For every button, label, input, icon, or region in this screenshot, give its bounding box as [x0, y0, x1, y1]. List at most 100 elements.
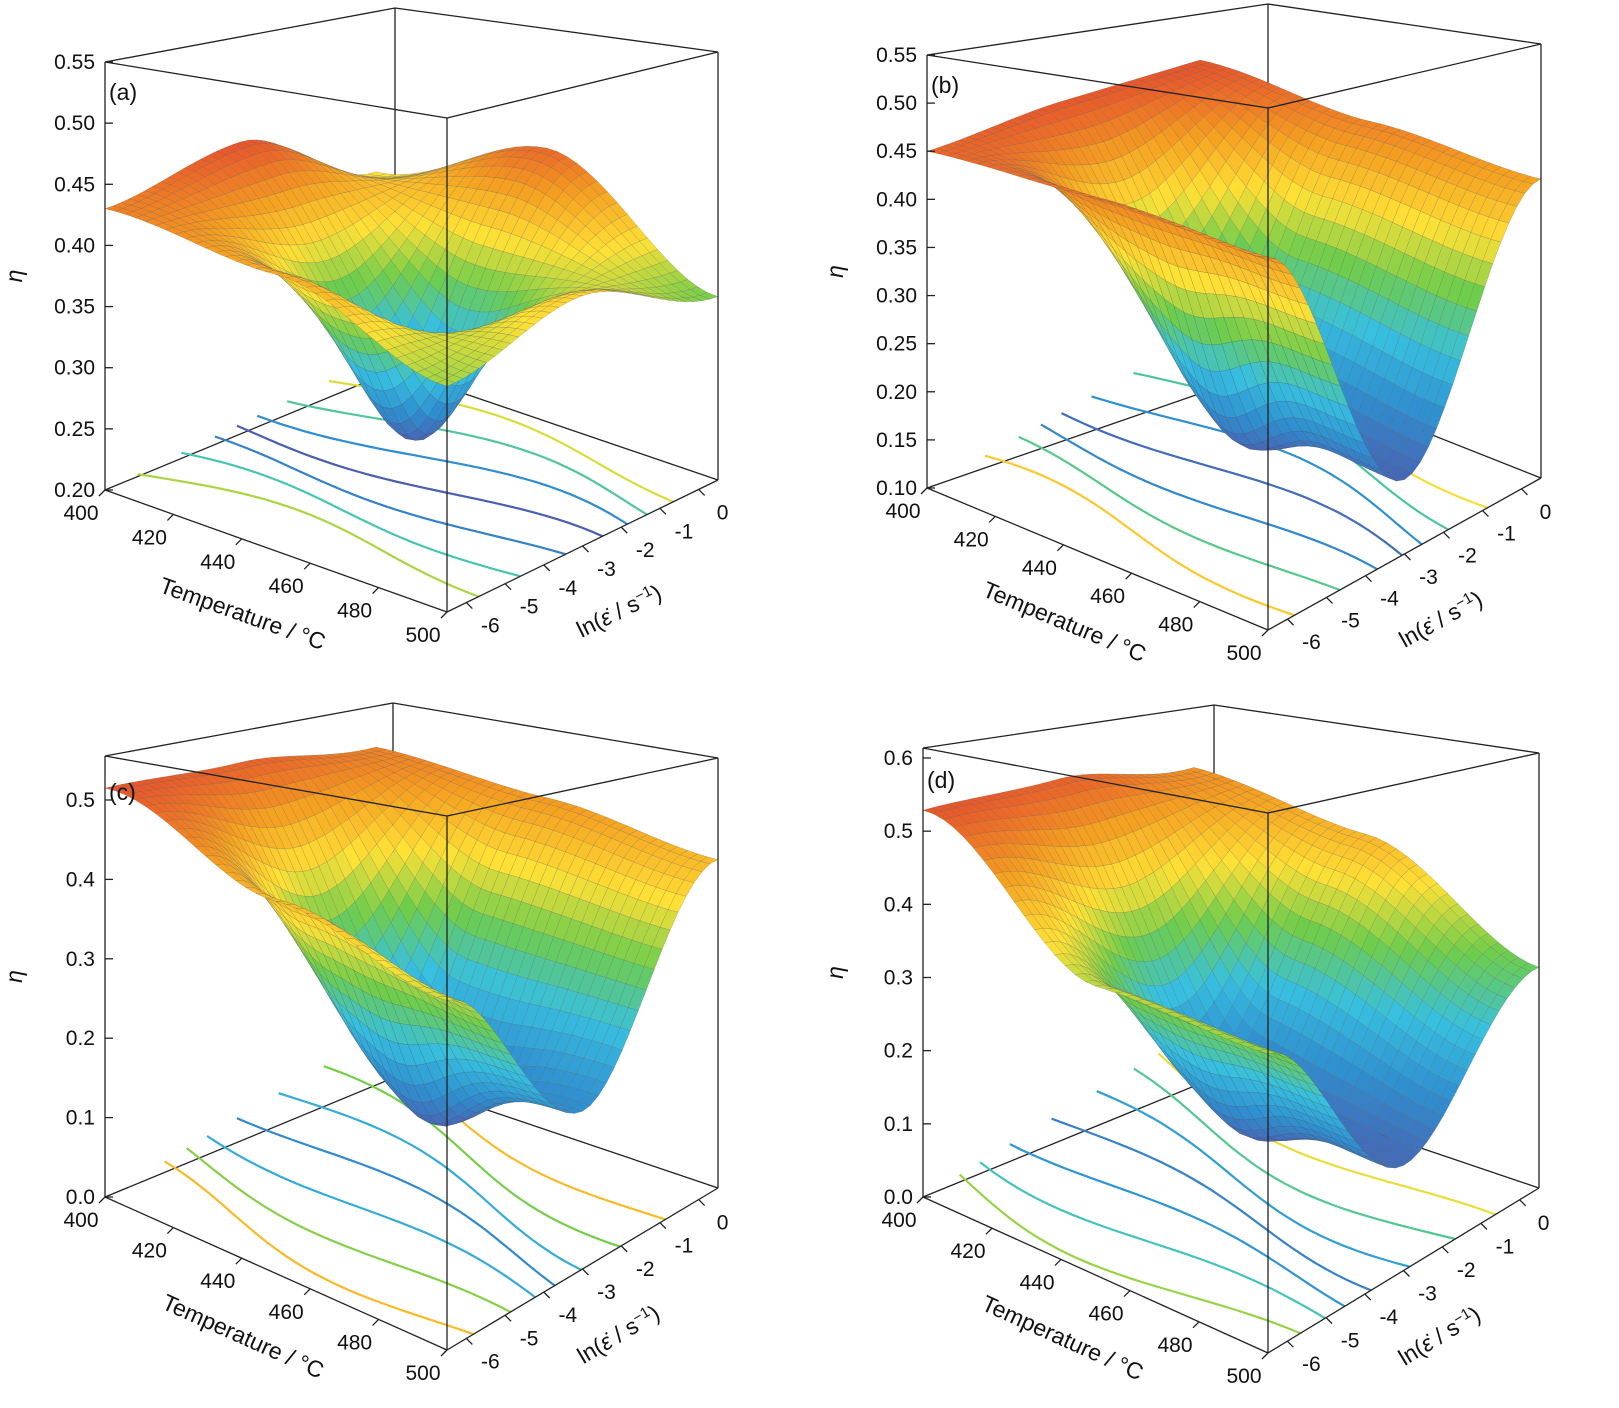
y-tick-mark	[698, 488, 706, 496]
z-tick-label: 0.30	[54, 357, 95, 380]
z-tick-label: 0.40	[876, 188, 917, 211]
y-tick-label: -3	[597, 558, 616, 581]
y-tick-label: -1	[675, 1235, 694, 1258]
panel-label: (a)	[109, 79, 137, 105]
y-tick-mark	[465, 602, 473, 610]
contour-line	[984, 454, 1295, 617]
x-tick-mark	[1125, 572, 1133, 580]
z-tick-label: 0.50	[54, 112, 95, 135]
x-tick-mark	[916, 1196, 924, 1204]
x-tick-label: 480	[1158, 614, 1193, 637]
x-tick-label: 480	[337, 1331, 372, 1354]
x-tick-label: 420	[132, 526, 167, 549]
z-axis-title: η	[1, 970, 27, 983]
y-tick-mark	[1482, 510, 1489, 518]
z-tick-label: 0.6	[884, 747, 913, 770]
y-tick-label: -3	[597, 1281, 616, 1304]
z-tick-label: 0.20	[876, 381, 917, 404]
y-tick-mark	[1404, 553, 1411, 561]
x-tick-mark	[440, 611, 448, 619]
contour-line	[1018, 435, 1341, 592]
y-tick-mark	[504, 583, 512, 591]
x-tick-label: 500	[405, 624, 440, 647]
y-axis-title: ln(ε̇ / s−1)	[572, 1299, 664, 1369]
x-tick-label: 440	[1022, 557, 1057, 580]
x-tick-mark	[1193, 601, 1201, 609]
z-tick-label: 0.10	[876, 477, 917, 500]
x-tick-label: 500	[405, 1362, 440, 1385]
y-tick-label: -4	[558, 577, 577, 600]
y-axis-title: ln(ε̇ / s−1)	[572, 579, 666, 643]
box-frame-front	[104, 51, 719, 613]
y-tick-label: -5	[1341, 1330, 1360, 1353]
x-tick-label: 400	[63, 502, 98, 525]
panel-d: 0.0 0.1 0.2 0.3 0.4 0.5 0.6 400 420 440 460 480 500 -…	[822, 704, 1549, 1388]
y-tick-mark	[698, 1199, 706, 1207]
y-tick-label: -6	[1302, 1353, 1321, 1376]
x-tick-label: 460	[1088, 1303, 1123, 1326]
z-axis-title: η	[1, 270, 27, 283]
y-tick-label: -5	[520, 596, 539, 619]
floor-contours	[958, 1052, 1496, 1335]
eta-surface	[104, 746, 719, 1127]
x-tick-mark	[303, 1288, 311, 1296]
box-frame-front	[104, 755, 719, 1351]
y-tick-label: 0	[717, 501, 729, 524]
x-tick-label: 420	[950, 1240, 985, 1263]
z-tick-label: 0.15	[876, 429, 917, 452]
y-tick-mark	[543, 564, 551, 572]
y-tick-mark	[543, 1291, 551, 1299]
x-tick-label: 500	[1226, 642, 1261, 665]
x-tick-mark	[303, 562, 311, 570]
contour-line	[164, 1160, 474, 1336]
contour-line	[1096, 1090, 1411, 1268]
contour-line	[1133, 1067, 1456, 1241]
y-tick-mark	[1365, 575, 1372, 583]
x-tick-mark	[440, 1349, 448, 1357]
contour-line	[1040, 423, 1378, 571]
y-tick-label: -6	[481, 615, 500, 638]
x-tick-label: 420	[132, 1240, 167, 1263]
y-tick-mark	[1519, 1199, 1527, 1207]
panel-a: 0.20 0.25 0.30 0.35 0.40 0.45 0.50 0.55 400 420 44…	[1, 7, 729, 655]
y-tick-label: 0	[1540, 501, 1552, 524]
eta-surface	[922, 767, 1540, 1169]
y-tick-mark	[582, 1268, 589, 1276]
y-tick-label: -2	[636, 539, 655, 562]
floor-contours	[164, 1043, 666, 1336]
y-tick-label: -4	[1380, 588, 1399, 611]
z-tick-label: 0.2	[66, 1027, 95, 1050]
z-tick-label: 0.0	[66, 1186, 95, 1209]
contour-line	[323, 1065, 621, 1248]
z-tick-label: 0.1	[66, 1107, 95, 1130]
x-tick-label: 440	[1019, 1271, 1054, 1294]
contour-line	[286, 400, 648, 516]
y-tick-mark	[504, 1314, 512, 1322]
z-tick-label: 0.0	[884, 1186, 913, 1209]
y-tick-mark	[1287, 618, 1294, 626]
y-axis-title: ln(ε̇ / s−1)	[1393, 1300, 1485, 1370]
x-tick-label: 480	[1157, 1334, 1192, 1357]
y-tick-mark	[582, 545, 589, 553]
x-tick-mark	[166, 513, 174, 521]
contour-line	[214, 435, 566, 556]
x-tick-label: 400	[881, 1209, 916, 1232]
y-tick-mark	[1443, 531, 1450, 539]
y-axis-title: ln(ε̇ / s−1)	[1394, 585, 1487, 652]
z-tick-label: 0.3	[66, 948, 95, 971]
panel-label: (c)	[109, 779, 136, 805]
y-tick-label: -2	[1458, 544, 1477, 567]
x-tick-mark	[235, 538, 243, 546]
x-tick-label: 460	[1090, 585, 1125, 608]
z-tick-label: 0.25	[54, 418, 95, 441]
x-tick-mark	[1056, 544, 1064, 552]
panel-b: 0.10 0.15 0.20 0.25 0.30 0.35 0.40 0.45 0.50 0.55…	[822, 3, 1552, 667]
y-tick-mark	[1480, 1222, 1488, 1230]
z-tick-label: 0.55	[876, 44, 917, 67]
z-axis-title: η	[822, 265, 848, 278]
x-tick-mark	[1123, 1290, 1131, 1298]
contour-line	[1061, 412, 1403, 557]
contour-line	[186, 1147, 512, 1313]
x-tick-mark	[920, 487, 928, 495]
